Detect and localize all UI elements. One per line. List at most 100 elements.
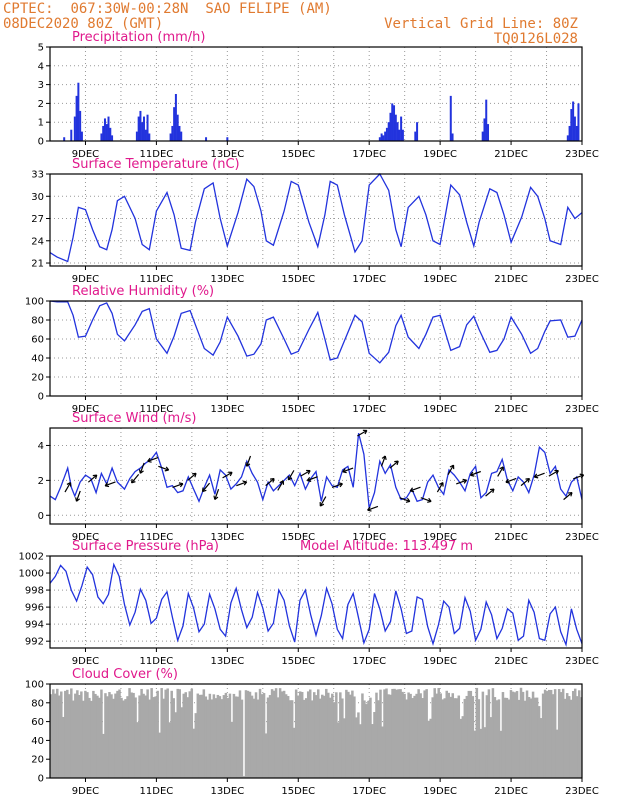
wind-arrow-head: [213, 495, 219, 500]
cloud-bar: [80, 691, 83, 778]
cloud-bar: [110, 694, 113, 778]
cloud-bar: [262, 693, 266, 778]
precip-bar: [396, 122, 399, 141]
cloud-bar: [250, 695, 254, 778]
cloud-bar: [124, 699, 127, 778]
cloud-bar: [407, 692, 410, 778]
cloud-bar: [421, 698, 424, 778]
cloud-bar: [236, 696, 240, 778]
rh-xtick-label: 11DEC: [140, 404, 174, 415]
pressure-line: [49, 562, 583, 648]
cloud-bar: [150, 688, 153, 778]
cloud-bar: [200, 694, 204, 778]
cloud-bar: [563, 698, 567, 778]
precip-bar: [575, 125, 578, 141]
precip-xtick-label: 21DEC: [494, 149, 528, 160]
temp-line: [49, 172, 583, 263]
precip-bar: [487, 124, 490, 141]
cloud-bar: [319, 698, 322, 778]
cloud-bar: [403, 693, 406, 778]
cloud-bar: [343, 718, 346, 778]
precip-xtick-label: 17DEC: [352, 149, 386, 160]
cloud-bar: [180, 707, 183, 778]
cloud-bar: [106, 696, 109, 778]
cloud-bar: [188, 691, 192, 778]
cloud-bar: [479, 728, 483, 778]
precip-bar: [378, 137, 381, 141]
cloud-bar: [292, 727, 296, 778]
cloud-bar: [365, 704, 368, 778]
cloud-bar: [246, 690, 250, 778]
cloud-bar: [312, 692, 316, 778]
cloud-bar: [523, 700, 527, 778]
cloud-bar: [90, 700, 93, 778]
cloud-bar: [447, 692, 451, 778]
cloud-bar: [174, 712, 177, 778]
cloud-bar: [331, 693, 334, 778]
precip-bar: [173, 107, 176, 141]
cloud-bar: [158, 732, 161, 778]
cloud-bar: [204, 696, 208, 778]
cloud-bar: [172, 698, 175, 778]
cloud-bar: [355, 717, 358, 778]
precip-xtick-label: 13DEC: [210, 149, 244, 160]
cloud-bar: [168, 722, 171, 778]
cloud-bar: [503, 697, 507, 778]
wind-arrow-head: [287, 475, 293, 481]
pressure-xtick-label: 15DEC: [281, 656, 315, 667]
cloud-bar: [451, 693, 455, 778]
cloud-bar: [260, 694, 264, 778]
cloud-bar: [357, 712, 360, 778]
cloud-bar: [238, 690, 242, 778]
cloud-bar: [276, 697, 280, 778]
cloud-bar: [569, 699, 573, 778]
cloud-bar: [160, 688, 163, 778]
cloud-bar: [391, 688, 394, 778]
wind-arrow: [300, 470, 311, 477]
header-date: 08DEC2020 80Z (GMT): [3, 16, 164, 32]
cloud-bar: [349, 694, 352, 778]
wind-arrow-head: [362, 429, 368, 435]
cloud-bar: [186, 697, 190, 778]
precip-bar: [63, 137, 66, 141]
cloud-bar: [266, 697, 270, 778]
cloud-bar: [317, 689, 320, 778]
cloud-bar: [92, 690, 95, 778]
wind-arrow-head: [201, 487, 207, 493]
cloud-bar: [411, 698, 414, 778]
precip-bar: [180, 131, 183, 141]
cloud-bar: [102, 733, 105, 778]
cloud-bar: [296, 695, 300, 778]
cloud-bar: [156, 690, 159, 778]
temp-ytick-label: 33: [31, 170, 44, 181]
cloud-bar: [535, 697, 539, 778]
cloud-bar: [533, 697, 537, 778]
cloud-bar: [96, 695, 99, 778]
cloud-bar: [308, 689, 312, 778]
cloud-bar: [226, 698, 230, 778]
cloud-bar: [499, 730, 503, 778]
cloud-bar: [337, 722, 340, 778]
wind-arrow-head: [138, 469, 144, 474]
cloud-bar: [52, 689, 55, 778]
rh-xtick-label: 23DEC: [565, 404, 599, 415]
rh-xtick-label: 13DEC: [210, 404, 244, 415]
wind-frame: [49, 427, 583, 525]
cloud-bar: [114, 693, 117, 778]
precip-bar: [226, 137, 229, 141]
precip-bar: [398, 129, 401, 141]
cloud-bar: [258, 688, 262, 778]
cloud-bar: [345, 689, 348, 778]
cloud-bar: [234, 696, 238, 778]
cloud-bar: [547, 689, 551, 778]
precip-bar: [401, 129, 404, 141]
cloud-bar: [387, 694, 390, 778]
cloud-bar: [513, 692, 517, 778]
cloud-bar: [347, 691, 350, 778]
precip-ytick-label: 1: [38, 118, 44, 129]
cloud-bar: [50, 694, 53, 778]
header-location: SAO FELIPE (AM): [205, 1, 332, 17]
cloud-bar: [288, 700, 292, 778]
wind-arrow: [409, 486, 421, 492]
wind-arrow: [485, 488, 495, 497]
